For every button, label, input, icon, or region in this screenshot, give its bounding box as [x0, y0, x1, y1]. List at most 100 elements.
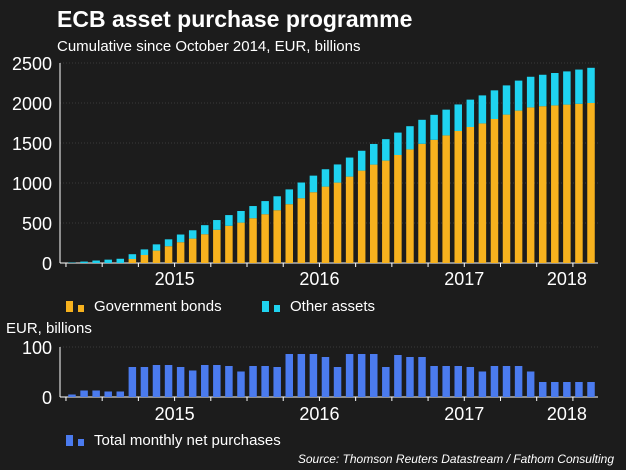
bar-government	[357, 170, 366, 263]
source-note: Source: Thomson Reuters Datastream / Fat…	[297, 452, 614, 466]
bar-government	[478, 123, 487, 264]
lower-chart-unit-label: EUR, billions	[6, 320, 92, 337]
bar-government	[273, 210, 281, 263]
bar-government	[442, 135, 450, 263]
legend-swatch-monthly-small	[78, 439, 84, 446]
bar-monthly	[273, 367, 281, 397]
bar-government	[237, 222, 245, 263]
bar-government	[394, 155, 402, 263]
chart-subtitle: Cumulative since October 2014, EUR, bill…	[57, 38, 361, 55]
bar-monthly	[333, 367, 342, 397]
bar-other	[285, 189, 294, 205]
bar-government	[140, 255, 149, 263]
bar-monthly	[116, 391, 125, 397]
bar-government	[490, 119, 499, 263]
monthly-ytick-label: 100	[22, 338, 52, 358]
bar-monthly	[563, 382, 571, 397]
bar-government	[225, 225, 233, 263]
monthly-year-label: 2015	[155, 404, 195, 424]
bar-monthly	[442, 366, 450, 397]
bar-other	[418, 119, 426, 144]
bar-government	[551, 105, 559, 264]
legend-item-monthly: Total monthly net purchases	[66, 432, 281, 449]
cumulative-ytick-label: 2000	[12, 94, 52, 114]
bar-monthly	[285, 354, 294, 397]
bar-government	[538, 106, 547, 263]
bar-other	[261, 201, 269, 215]
bar-other	[213, 220, 221, 230]
cumulative-ytick-label: 1000	[12, 174, 52, 194]
bar-monthly	[309, 354, 318, 397]
bar-government	[466, 127, 475, 263]
bar-monthly	[357, 354, 366, 397]
cumulative-year-label: 2018	[547, 269, 587, 289]
bar-government	[418, 143, 426, 263]
bar-other	[406, 126, 414, 150]
bar-government	[164, 246, 173, 263]
bar-monthly	[538, 382, 547, 397]
bar-other	[538, 74, 547, 107]
monthly-year-label: 2017	[444, 404, 484, 424]
bar-other	[587, 67, 595, 103]
bar-other	[188, 230, 197, 239]
bar-other	[225, 215, 233, 226]
bar-other	[430, 114, 438, 140]
legend-swatch-government-small	[78, 305, 84, 312]
bar-other	[345, 157, 354, 177]
bar-other	[382, 139, 390, 161]
bar-monthly	[575, 382, 583, 397]
monthly-ytick-label: 0	[42, 388, 52, 408]
bar-other	[563, 71, 571, 105]
legend-label-government: Government bonds	[94, 298, 222, 315]
bar-government	[382, 160, 390, 263]
bar-other	[140, 249, 149, 255]
bar-monthly	[406, 357, 414, 397]
bar-government	[188, 238, 197, 263]
bar-government	[152, 250, 161, 263]
legend-label-other: Other assets	[290, 298, 376, 315]
bar-monthly	[201, 365, 209, 397]
bar-other	[164, 239, 173, 247]
bar-monthly	[152, 365, 161, 397]
chart-title: ECB asset purchase programme	[57, 6, 413, 32]
bar-government	[370, 164, 378, 263]
bar-other	[249, 206, 257, 219]
bar-government	[128, 259, 137, 263]
legend-item-other: Other assets	[262, 298, 375, 315]
bar-other	[466, 99, 475, 127]
bar-government	[575, 103, 583, 263]
cumulative-year-label: 2017	[444, 269, 484, 289]
bar-monthly	[454, 366, 462, 397]
monthly-year-label: 2016	[299, 404, 339, 424]
bar-other	[394, 132, 402, 155]
bar-monthly	[321, 357, 330, 397]
bar-other	[514, 80, 523, 111]
legend-swatch-other	[262, 301, 269, 312]
bar-monthly	[128, 367, 137, 397]
bar-monthly	[188, 370, 197, 397]
bar-government	[285, 204, 294, 263]
cumulative-ytick-label: 1500	[12, 134, 52, 154]
bar-government	[454, 131, 462, 263]
bar-government	[514, 110, 523, 263]
bar-monthly	[526, 371, 535, 397]
bar-other	[116, 258, 125, 263]
bar-government	[563, 104, 571, 263]
bar-other	[478, 95, 487, 124]
bar-monthly	[370, 354, 378, 397]
bar-other	[551, 73, 559, 106]
legend-swatch-monthly	[66, 435, 73, 446]
cumulative-year-label: 2015	[155, 269, 195, 289]
cumulative-ytick-label: 500	[22, 214, 52, 234]
bar-other	[357, 150, 366, 171]
cumulative-year-label: 2016	[299, 269, 339, 289]
bar-government	[297, 198, 306, 263]
bar-monthly	[478, 371, 487, 397]
bar-monthly	[430, 366, 438, 397]
bar-other	[152, 244, 161, 251]
bar-monthly	[68, 394, 76, 397]
bar-monthly	[176, 367, 185, 397]
bar-monthly	[249, 366, 257, 397]
bar-monthly	[225, 366, 233, 397]
cumulative-ytick-label: 2500	[12, 54, 52, 74]
